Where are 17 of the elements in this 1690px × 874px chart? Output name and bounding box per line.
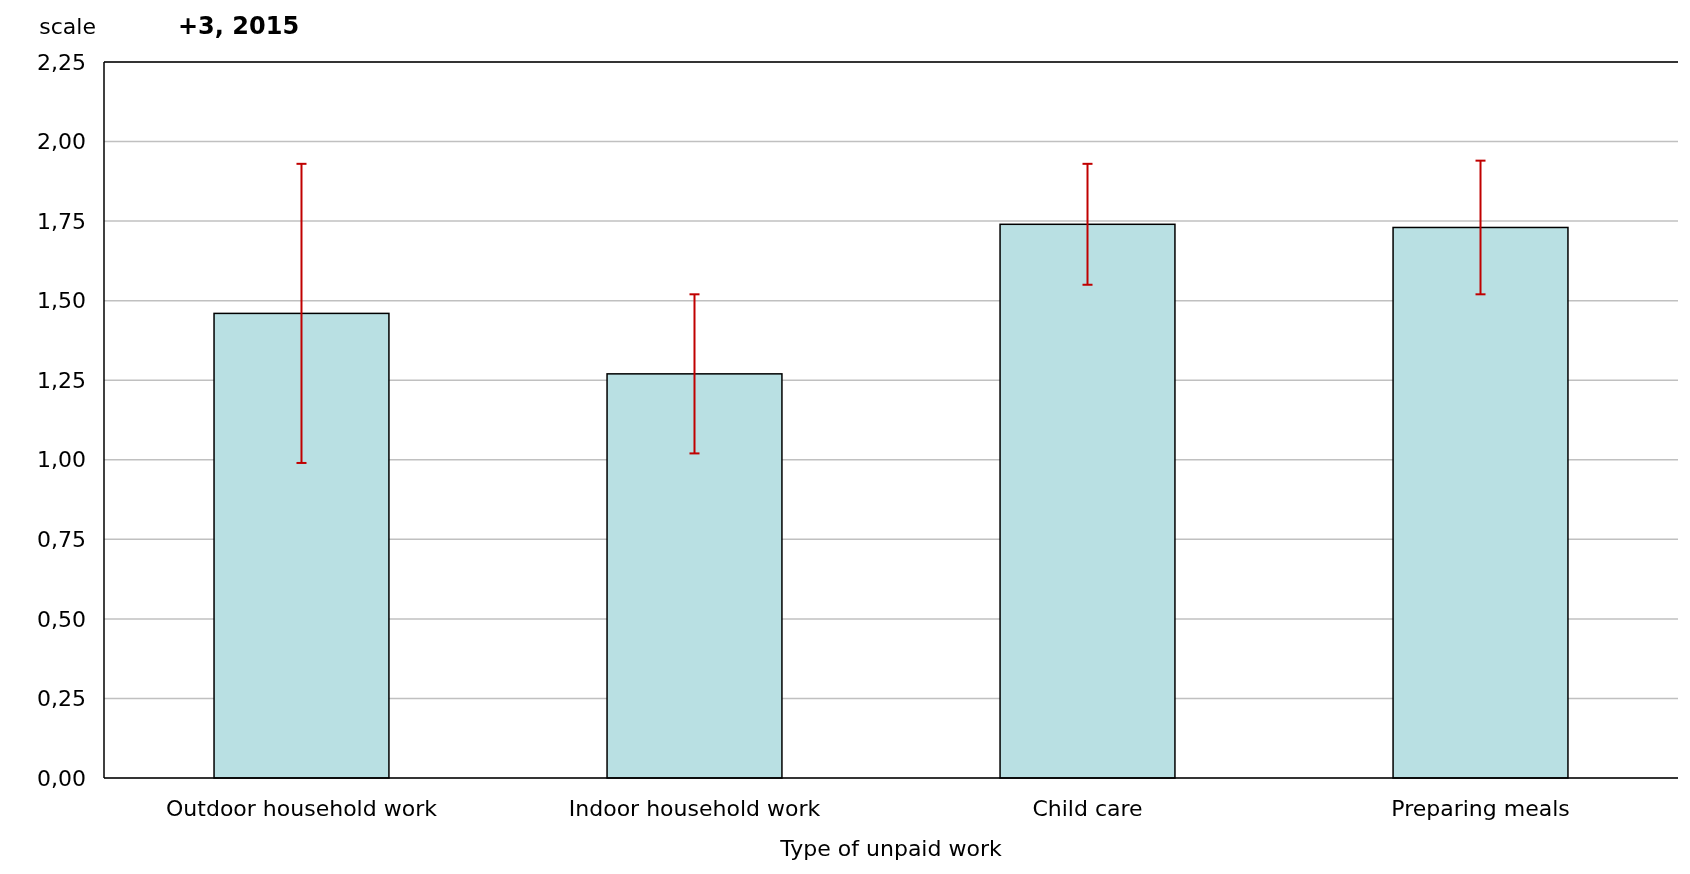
y-tick-label: 1,00	[37, 447, 86, 473]
x-tick-label: Preparing meals	[1391, 796, 1570, 821]
y-tick-label: 2,25	[37, 49, 86, 75]
y-tick-label: 0,75	[37, 527, 86, 553]
x-tick-label: Child care	[1032, 796, 1143, 821]
y-tick-label: 1,50	[37, 288, 86, 314]
x-tick-label: Outdoor household work	[166, 796, 438, 821]
y-tick-label: 1,25	[37, 367, 86, 393]
y-tick-label: 0,50	[37, 606, 86, 632]
x-tick-label: Indoor household work	[568, 796, 821, 821]
y-tick-label: 1,75	[37, 208, 86, 234]
x-axis-title: Type of unpaid work	[779, 836, 1002, 861]
y-tick-label: 2,00	[37, 129, 86, 155]
y-axis-title: scale	[39, 14, 96, 39]
y-tick-label: 0,00	[37, 765, 86, 791]
y-tick-label: 0,25	[37, 686, 86, 712]
chart-title: +3, 2015	[178, 12, 300, 40]
